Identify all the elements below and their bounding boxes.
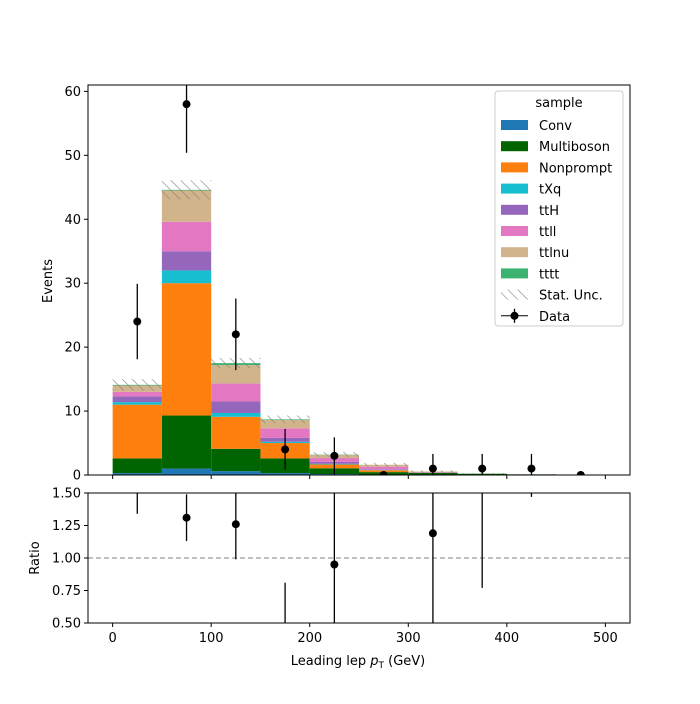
bar-multiboson-bin-1 xyxy=(162,416,211,469)
legend-label-tttt: tttt xyxy=(539,267,559,282)
bar-multiboson-bin-2 xyxy=(211,449,260,471)
data-point-2 xyxy=(232,330,240,338)
stat-unc-bin-5 xyxy=(359,463,408,467)
ratio-ytick-label-1: 0.75 xyxy=(52,584,81,599)
legend-swatch-conv xyxy=(501,120,528,130)
data-point-0 xyxy=(133,318,141,326)
data-point-1 xyxy=(183,100,191,108)
legend-label-ttll: ttll xyxy=(539,225,556,240)
data-point-3 xyxy=(281,445,289,453)
legend-swatch-txq xyxy=(501,184,528,194)
legend-label-conv: Conv xyxy=(539,119,572,134)
bar-txq-bin-2 xyxy=(211,413,260,417)
main-ytick-label-2: 20 xyxy=(64,341,81,356)
legend-label-stat-unc: Stat. Unc. xyxy=(539,289,603,304)
x-axis-label: Leading lep pT (GeV) xyxy=(291,654,425,671)
bar-nonprompt-bin-2 xyxy=(211,417,260,449)
legend-swatch-multiboson xyxy=(501,141,528,151)
main-ytick-label-3: 30 xyxy=(64,277,81,292)
bar-txq-bin-1 xyxy=(162,270,211,283)
bar-nonprompt-bin-1 xyxy=(162,283,211,415)
ratio-ytick-label-2: 1.00 xyxy=(52,552,81,567)
bar-tth-bin-5 xyxy=(359,469,408,470)
ratio-point-4 xyxy=(330,561,338,569)
data-point-6 xyxy=(429,465,437,473)
main-ytick-label-4: 40 xyxy=(64,213,81,228)
stat-unc-bin-0 xyxy=(113,379,162,391)
legend-swatch-data-marker xyxy=(511,312,519,320)
legend-swatch-tttt xyxy=(501,268,528,278)
bar-tth-bin-1 xyxy=(162,251,211,270)
legend-swatch-ttlnu xyxy=(501,247,528,257)
main-ytick-label-0: 0 xyxy=(73,469,81,484)
ratio-xtick-label-0: 0 xyxy=(108,631,116,646)
bar-ttll-bin-2 xyxy=(211,384,260,402)
main-ytick-label-6: 60 xyxy=(64,85,81,100)
bar-ttll-bin-0 xyxy=(113,392,162,396)
legend-label-multiboson: Multiboson xyxy=(539,140,610,155)
ratio-point-6 xyxy=(429,529,437,537)
legend-label-nonprompt: Nonprompt xyxy=(539,161,612,176)
bar-nonprompt-bin-0 xyxy=(113,405,162,459)
legend-label-data: Data xyxy=(539,310,570,325)
ratio-xtick-label-3: 300 xyxy=(396,631,421,646)
bar-conv-bin-1 xyxy=(162,469,211,475)
legend: sample Conv Multiboson Nonprompt tXq ttH ttll t… xyxy=(495,91,623,326)
ratio-point-1 xyxy=(183,514,191,522)
bar-txq-bin-0 xyxy=(113,402,162,405)
ratio-ytick-label-4: 1.50 xyxy=(52,487,81,502)
y-axis-label: Events xyxy=(41,259,56,303)
ratio-xtick-label-1: 100 xyxy=(199,631,224,646)
bar-conv-bin-2 xyxy=(211,471,260,475)
legend-swatch-nonprompt xyxy=(501,162,528,172)
data-point-4 xyxy=(330,452,338,460)
ratio-xtick-label-5: 500 xyxy=(593,631,618,646)
bar-tth-bin-0 xyxy=(113,396,162,402)
ratio-point-2 xyxy=(232,520,240,528)
legend-swatch-tth xyxy=(501,205,528,215)
legend-title: sample xyxy=(535,96,582,111)
ratio-y-axis-label: Ratio xyxy=(28,541,43,574)
legend-swatch-stat-unc xyxy=(501,290,528,300)
ratio-xtick-label-4: 400 xyxy=(494,631,519,646)
data-point-7 xyxy=(478,465,486,473)
legend-label-tth: ttH xyxy=(539,204,559,219)
ratio-ytick-label-0: 0.50 xyxy=(52,617,81,632)
ratio-ytick-label-3: 1.25 xyxy=(52,519,81,534)
data-point-8 xyxy=(527,465,535,473)
main-ytick-label-1: 10 xyxy=(64,405,81,420)
bar-multiboson-bin-0 xyxy=(113,458,162,473)
stat-unc-bin-3 xyxy=(260,416,309,424)
legend-label-ttlnu: ttlnu xyxy=(539,246,569,261)
bar-ttll-bin-5 xyxy=(359,467,408,470)
main-ytick-label-5: 50 xyxy=(64,149,81,164)
ratio-xtick-label-2: 200 xyxy=(297,631,322,646)
bar-tth-bin-2 xyxy=(211,401,260,413)
bar-ttll-bin-1 xyxy=(162,222,211,251)
legend-label-txq: tXq xyxy=(539,183,561,198)
legend-swatch-ttll xyxy=(501,226,528,236)
stat-unc-bin-1 xyxy=(162,180,211,199)
